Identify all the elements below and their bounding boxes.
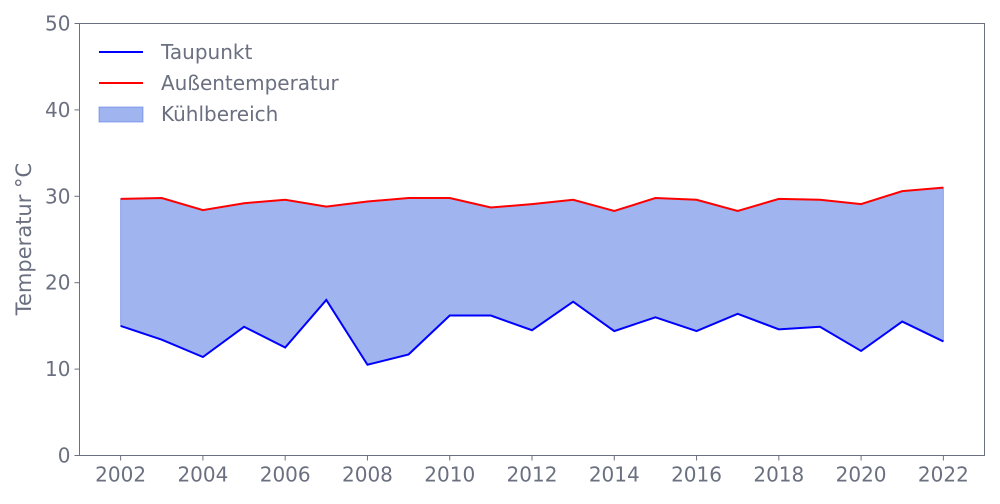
x-tick-label: 2020 [836, 463, 887, 487]
x-tick-label: 2016 [671, 463, 722, 487]
y-axis-label: Temperatur °C [12, 163, 36, 316]
legend-label: Taupunkt [160, 40, 252, 64]
y-tick-label: 20 [45, 271, 70, 295]
x-tick-label: 2012 [507, 463, 558, 487]
y-tick-label: 50 [45, 12, 70, 36]
legend: Taupunkt Außentemperatur Kühlbereich [99, 40, 340, 126]
x-tick-label: 2022 [918, 463, 969, 487]
x-tick-label: 2018 [753, 463, 804, 487]
x-tick-label: 2004 [177, 463, 228, 487]
cooling-range-area [121, 188, 944, 365]
y-tick-label: 0 [58, 444, 71, 468]
legend-swatch [99, 107, 143, 122]
x-tick-label: 2010 [424, 463, 475, 487]
x-tick-label: 2006 [260, 463, 311, 487]
y-tick-label: 30 [45, 184, 70, 208]
y-tick-label: 40 [45, 98, 70, 122]
legend-label: Außentemperatur [161, 71, 340, 95]
legend-label: Kühlbereich [161, 102, 278, 126]
x-tick-label: 2008 [342, 463, 393, 487]
x-tick-label: 2002 [95, 463, 146, 487]
x-tick-label: 2014 [589, 463, 640, 487]
y-tick-label: 10 [45, 357, 70, 381]
